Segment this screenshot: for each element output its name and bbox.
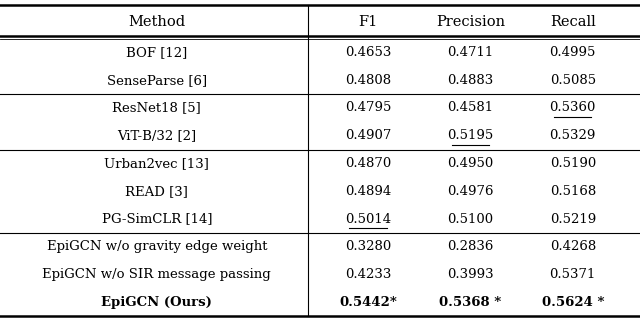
Text: SenseParse [6]: SenseParse [6] — [107, 74, 207, 87]
Text: 0.5360: 0.5360 — [550, 101, 596, 114]
Text: 0.5168: 0.5168 — [550, 185, 596, 198]
Text: 0.5085: 0.5085 — [550, 74, 596, 87]
Text: 0.4870: 0.4870 — [345, 157, 391, 170]
Text: PG-SimCLR [14]: PG-SimCLR [14] — [102, 213, 212, 225]
Text: EpiGCN w/o gravity edge weight: EpiGCN w/o gravity edge weight — [47, 240, 267, 253]
Text: BOF [12]: BOF [12] — [126, 46, 188, 59]
Text: 0.4883: 0.4883 — [447, 74, 493, 87]
Text: 0.4976: 0.4976 — [447, 185, 493, 198]
Text: 0.3993: 0.3993 — [447, 268, 493, 281]
Text: 0.5190: 0.5190 — [550, 157, 596, 170]
Text: Precision: Precision — [436, 15, 505, 29]
Text: READ [3]: READ [3] — [125, 185, 188, 198]
Text: 0.4795: 0.4795 — [345, 101, 391, 114]
Text: 0.5100: 0.5100 — [447, 213, 493, 225]
Text: ViT-B/32 [2]: ViT-B/32 [2] — [117, 129, 196, 142]
Text: EpiGCN (Ours): EpiGCN (Ours) — [101, 296, 212, 309]
Text: 0.5368 *: 0.5368 * — [439, 296, 502, 309]
Text: EpiGCN w/o SIR message passing: EpiGCN w/o SIR message passing — [42, 268, 271, 281]
Text: 0.3280: 0.3280 — [345, 240, 391, 253]
Text: 0.4907: 0.4907 — [345, 129, 391, 142]
Text: 0.2836: 0.2836 — [447, 240, 493, 253]
Text: 0.4894: 0.4894 — [345, 185, 391, 198]
Text: Recall: Recall — [550, 15, 596, 29]
Text: 0.5195: 0.5195 — [447, 129, 493, 142]
Text: 0.4268: 0.4268 — [550, 240, 596, 253]
Text: 0.5219: 0.5219 — [550, 213, 596, 225]
Text: 0.4950: 0.4950 — [447, 157, 493, 170]
Text: F1: F1 — [358, 15, 378, 29]
Text: Method: Method — [128, 15, 186, 29]
Text: 0.5014: 0.5014 — [345, 213, 391, 225]
Text: 0.4233: 0.4233 — [345, 268, 391, 281]
Text: 0.4995: 0.4995 — [550, 46, 596, 59]
Text: 0.5442*: 0.5442* — [339, 296, 397, 309]
Text: 0.4653: 0.4653 — [345, 46, 391, 59]
Text: 0.5371: 0.5371 — [550, 268, 596, 281]
Text: 0.4581: 0.4581 — [447, 101, 493, 114]
Text: ResNet18 [5]: ResNet18 [5] — [113, 101, 201, 114]
Text: 0.4808: 0.4808 — [345, 74, 391, 87]
Text: 0.5624 *: 0.5624 * — [541, 296, 604, 309]
Text: 0.5329: 0.5329 — [550, 129, 596, 142]
Text: 0.4711: 0.4711 — [447, 46, 493, 59]
Text: Urban2vec [13]: Urban2vec [13] — [104, 157, 209, 170]
